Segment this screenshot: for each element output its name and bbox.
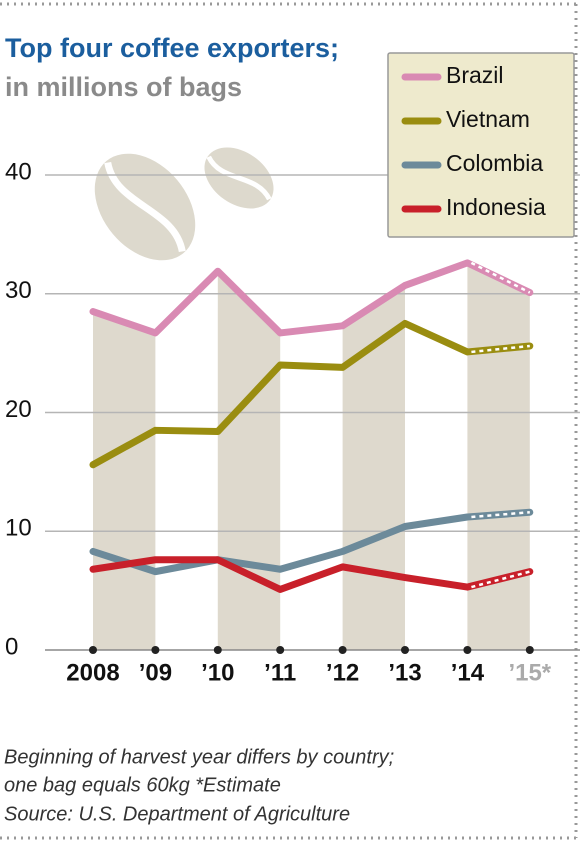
- shaded-column: [217, 271, 281, 650]
- x-tick-label: 2008: [66, 659, 119, 686]
- note: Beginning of harvest year differs by cou…: [4, 746, 394, 768]
- x-tick-label: ’10: [201, 659, 234, 686]
- chart-title: Top four coffee exporters;: [5, 33, 339, 63]
- estimate-dash: [471, 344, 530, 354]
- axis-dot: [89, 646, 97, 654]
- coffee-beans: [94, 147, 274, 261]
- legend-label: Colombia: [446, 150, 543, 176]
- series-line: [89, 556, 534, 593]
- note: Source: U.S. Department of Agriculture: [4, 803, 350, 825]
- series-line: [89, 508, 534, 576]
- y-tick-label: 10: [5, 515, 32, 542]
- x-tick-label: ’09: [139, 659, 172, 686]
- legend-label: Vietnam: [446, 106, 530, 132]
- estimate-dash: [471, 570, 531, 589]
- series-line: [89, 319, 534, 469]
- y-tick-label: 20: [5, 396, 32, 423]
- x-tick-label: ’13: [388, 659, 421, 686]
- axis-dot: [151, 646, 160, 654]
- legend-label: Brazil: [446, 62, 504, 88]
- axis-dot: [525, 646, 534, 654]
- y-tick-label: 0: [5, 633, 18, 660]
- legend-box: [387, 52, 575, 238]
- axis-dot: [276, 646, 285, 654]
- x-tick-label: ’14: [451, 659, 485, 686]
- x-tick-label: ’11: [264, 659, 296, 686]
- axis-dot: [213, 646, 222, 654]
- x-tick-label: ’15*: [508, 659, 551, 686]
- y-tick-label: 30: [5, 277, 32, 304]
- estimate-dash: [470, 261, 531, 294]
- shaded-column: [342, 285, 405, 650]
- note: one bag equals 60kg *Estimate: [4, 774, 281, 796]
- shaded-column: [467, 262, 530, 650]
- shaded-column: [93, 311, 156, 650]
- axis-dot: [401, 646, 409, 654]
- axis-dot: [338, 646, 347, 654]
- axis-dot: [463, 646, 472, 654]
- x-tick-label: ’12: [326, 659, 359, 686]
- y-tick-label: 40: [5, 158, 32, 185]
- legend-label: Indonesia: [446, 194, 546, 220]
- series-line: [89, 259, 534, 337]
- chart-subtitle: in millions of bags: [5, 72, 242, 102]
- estimate-dash: [471, 511, 530, 519]
